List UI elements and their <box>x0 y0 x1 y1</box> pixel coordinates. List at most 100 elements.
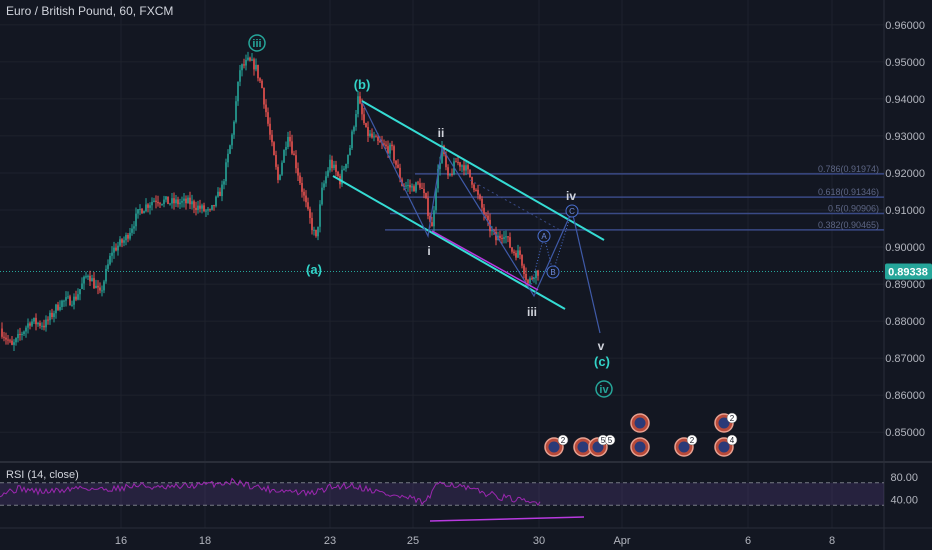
candle-body <box>465 165 467 171</box>
candle-body <box>33 317 35 322</box>
candle-body <box>95 285 97 289</box>
time-axis-tick: 30 <box>533 535 545 547</box>
candle-body <box>151 201 153 206</box>
rsi-line <box>0 477 541 507</box>
candle-body <box>255 64 257 70</box>
event-count-2: 5 <box>601 436 606 445</box>
candle-body <box>269 123 271 135</box>
candle-body <box>307 202 309 209</box>
candle-body <box>411 186 413 188</box>
event-flag-gbp-inner <box>577 441 589 453</box>
symbol-title: Euro / British Pound, 60, FXCM <box>6 4 174 18</box>
candle-body <box>273 142 275 156</box>
candle-body <box>59 306 61 310</box>
candle-body <box>515 253 517 258</box>
candle-body <box>467 165 469 170</box>
candle-body <box>55 304 57 314</box>
candle-body <box>157 201 159 204</box>
candle-body <box>347 154 349 164</box>
candle-body <box>167 196 169 205</box>
candle-body <box>23 331 25 334</box>
candle-body <box>149 205 151 208</box>
candle-body <box>275 155 277 167</box>
candle-body <box>161 204 163 206</box>
candle-body <box>249 57 251 61</box>
wave-label-ii: ii <box>438 126 445 140</box>
candle-body <box>105 268 107 282</box>
candle-body <box>437 168 439 189</box>
candle-body <box>125 234 127 241</box>
wave-label-iii-minor: iii <box>527 305 537 319</box>
candle-body <box>333 164 335 169</box>
candle-body <box>197 205 199 211</box>
candle-body <box>375 136 377 138</box>
candle-body <box>81 283 83 290</box>
candle-body <box>501 238 503 240</box>
channel-upper-line[interactable] <box>361 100 605 241</box>
candle-body <box>415 182 417 192</box>
candle-body <box>109 255 111 265</box>
divergence-rsi-line[interactable] <box>429 516 585 522</box>
candle-body <box>429 216 431 223</box>
candle-body <box>277 166 279 180</box>
candle-body <box>483 207 485 215</box>
candle-body <box>313 229 315 231</box>
candle-body <box>537 270 539 276</box>
candle-body <box>123 240 125 243</box>
candle-body <box>263 87 265 105</box>
candle-body <box>353 126 355 132</box>
divergence-price-line[interactable] <box>431 230 539 291</box>
candle-body <box>369 133 371 137</box>
candle-body <box>183 198 185 201</box>
rsi-band <box>0 482 884 506</box>
channel-lower-line[interactable] <box>332 175 566 310</box>
candle-body <box>343 168 345 170</box>
candle-body <box>27 323 29 328</box>
abc-projection-path[interactable] <box>529 210 573 291</box>
candle-body <box>99 287 101 291</box>
event-count-3-bubble <box>604 434 616 446</box>
event-count-4: 2 <box>690 436 695 445</box>
candle-body <box>227 153 229 163</box>
candle-body <box>321 187 323 205</box>
candle-body <box>29 323 31 326</box>
price-axis-tick: 0.86000 <box>885 390 925 402</box>
candle-body <box>47 319 49 321</box>
candle-body <box>257 64 259 79</box>
candle-body <box>427 197 429 217</box>
abc-marker-b-circle <box>546 265 560 279</box>
candle-body <box>479 194 481 199</box>
elliott-wave-path[interactable] <box>361 101 601 334</box>
candle-body <box>395 160 397 165</box>
fib-level-label: 0.618(0.91346) <box>818 187 879 197</box>
candle-body <box>259 78 261 81</box>
candle-body <box>73 296 75 305</box>
candle-body <box>147 204 149 208</box>
candle-body <box>323 183 325 188</box>
candle-body <box>297 168 299 176</box>
candle-body <box>433 210 435 227</box>
candle-body <box>519 250 521 256</box>
abc-marker-a-circle <box>537 229 551 243</box>
candle-body <box>329 159 331 171</box>
candle-body <box>261 80 263 88</box>
time-axis-tick: 16 <box>115 535 127 547</box>
candle-body <box>503 237 505 239</box>
candle-body <box>199 205 201 209</box>
candle-body <box>163 199 165 205</box>
price-axis-tick: 0.91000 <box>885 205 925 217</box>
candle-body <box>79 289 81 295</box>
candle-body <box>235 101 237 122</box>
candle-body <box>139 208 141 210</box>
candle-body <box>271 134 273 143</box>
candle-body <box>133 226 135 229</box>
event-count-6-bubble <box>726 434 738 446</box>
candle-body <box>3 336 5 338</box>
candle-body <box>445 154 447 168</box>
event-count-3: 5 <box>608 436 613 445</box>
candle-body <box>181 200 183 203</box>
price-axis-tick: 0.92000 <box>885 168 925 180</box>
candle-body <box>513 251 515 254</box>
candle-body <box>221 184 223 197</box>
